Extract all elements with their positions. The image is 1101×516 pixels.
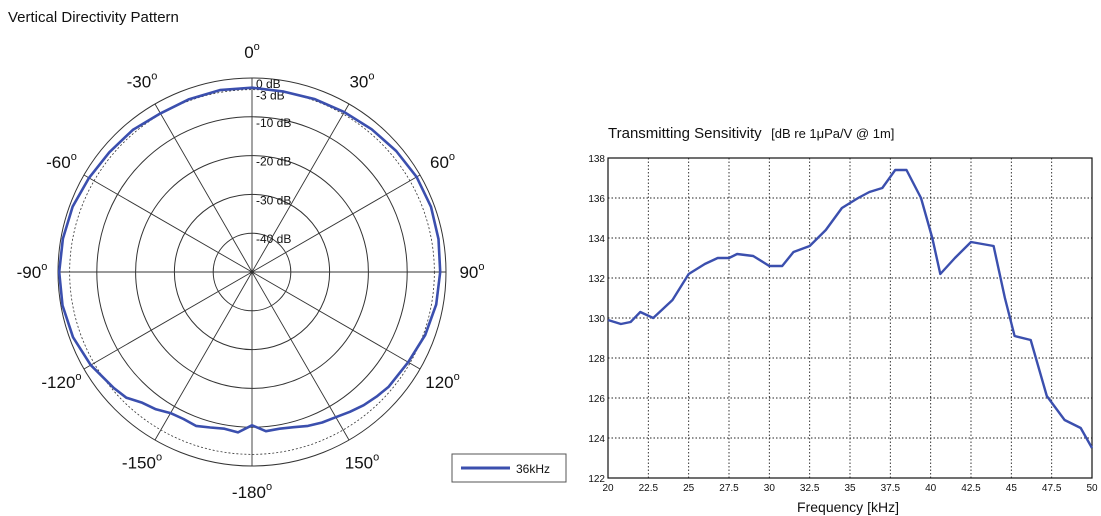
polar-ring-label: -3 dB	[256, 89, 285, 103]
polar-series-36khz	[57, 86, 442, 434]
line-xlabel: Frequency [kHz]	[797, 499, 899, 515]
polar-angle-label: 120o	[425, 371, 460, 392]
polar-spoke	[83, 271, 253, 370]
polar-angle-label: -180o	[232, 481, 272, 502]
polar-ring-label: -40 dB	[256, 232, 291, 246]
line-title: Transmitting Sensitivity [dB re 1μPa/V @…	[608, 125, 894, 142]
line-ticks: 20 22.5 25 27.5 30 32.5 35 37.5 40 42.5 45 47.5 50 12…	[588, 154, 1098, 494]
polar-legend: 36kHz	[451, 453, 567, 483]
line-series-36khz	[607, 168, 1094, 449]
y-tick-label: 136	[588, 194, 605, 205]
y-tick-label: 126	[588, 394, 605, 405]
legend-label: 36kHz	[516, 462, 550, 476]
polar-angle-label: 90o	[459, 261, 484, 282]
polar-chart: Vertical Directivity Pattern 0 dB-3 dB -1…	[8, 9, 485, 502]
line-title-main: Transmitting Sensitivity	[608, 125, 762, 142]
x-tick-label: 35	[844, 483, 856, 494]
polar-angle-label: 30o	[349, 70, 374, 91]
x-tick-label: 42.5	[961, 483, 981, 494]
x-tick-label: 32.5	[800, 483, 820, 494]
polar-ring-labels: 0 dB-3 dB -10 dB -20 dB -30 dB -40 dB	[256, 77, 291, 246]
polar-angle-label: -150o	[122, 452, 162, 473]
x-tick-label: 20	[602, 483, 614, 494]
polar-spoke	[154, 103, 253, 273]
polar-angle-labels: 0o 30o 60o 90o 120o 150o -180o -150o -120o -90o -6…	[17, 41, 485, 502]
y-tick-label: 132	[588, 274, 605, 285]
polar-spoke	[251, 271, 421, 370]
polar-grid	[57, 77, 447, 467]
polar-spoke	[83, 174, 253, 273]
x-tick-label: 47.5	[1042, 483, 1062, 494]
y-tick-label: 138	[588, 154, 605, 165]
x-tick-label: 30	[764, 483, 776, 494]
x-tick-label: 27.5	[719, 483, 739, 494]
line-chart: Transmitting Sensitivity [dB re 1μPa/V @…	[588, 125, 1098, 515]
polar-title: Vertical Directivity Pattern	[8, 9, 179, 26]
polar-angle-label: -120o	[41, 371, 81, 392]
y-tick-label: 122	[588, 474, 605, 485]
line-grid	[607, 157, 1093, 479]
y-tick-label: 134	[588, 234, 605, 245]
y-tick-label: 124	[588, 434, 605, 445]
x-tick-label: 37.5	[881, 483, 901, 494]
x-tick-label: 50	[1086, 483, 1098, 494]
y-tick-label: 128	[588, 354, 605, 365]
line-title-units: [dB re 1μPa/V @ 1m]	[771, 126, 894, 141]
polar-spoke	[154, 271, 253, 441]
polar-ring-label: -10 dB	[256, 116, 291, 130]
x-tick-label: 25	[683, 483, 695, 494]
x-tick-label: 22.5	[639, 483, 659, 494]
polar-ring-label: -30 dB	[256, 193, 291, 207]
x-tick-label: 40	[925, 483, 937, 494]
polar-ring-label: -20 dB	[256, 155, 291, 169]
polar-angle-label: -30o	[127, 70, 158, 91]
x-tick-label: 45	[1006, 483, 1018, 494]
line-plot-frame	[607, 157, 1093, 479]
polar-angle-label: 0o	[244, 41, 260, 62]
polar-spoke	[251, 271, 350, 441]
y-tick-label: 130	[588, 314, 605, 325]
polar-ring-label: 0 dB	[256, 77, 281, 91]
polar-angle-label: -60o	[46, 151, 77, 172]
polar-angle-label: 150o	[345, 452, 380, 473]
polar-angle-label: -90o	[17, 261, 48, 282]
polar-spoke	[251, 174, 421, 273]
polar-angle-label: 60o	[430, 151, 455, 172]
polar-spoke	[251, 103, 350, 273]
